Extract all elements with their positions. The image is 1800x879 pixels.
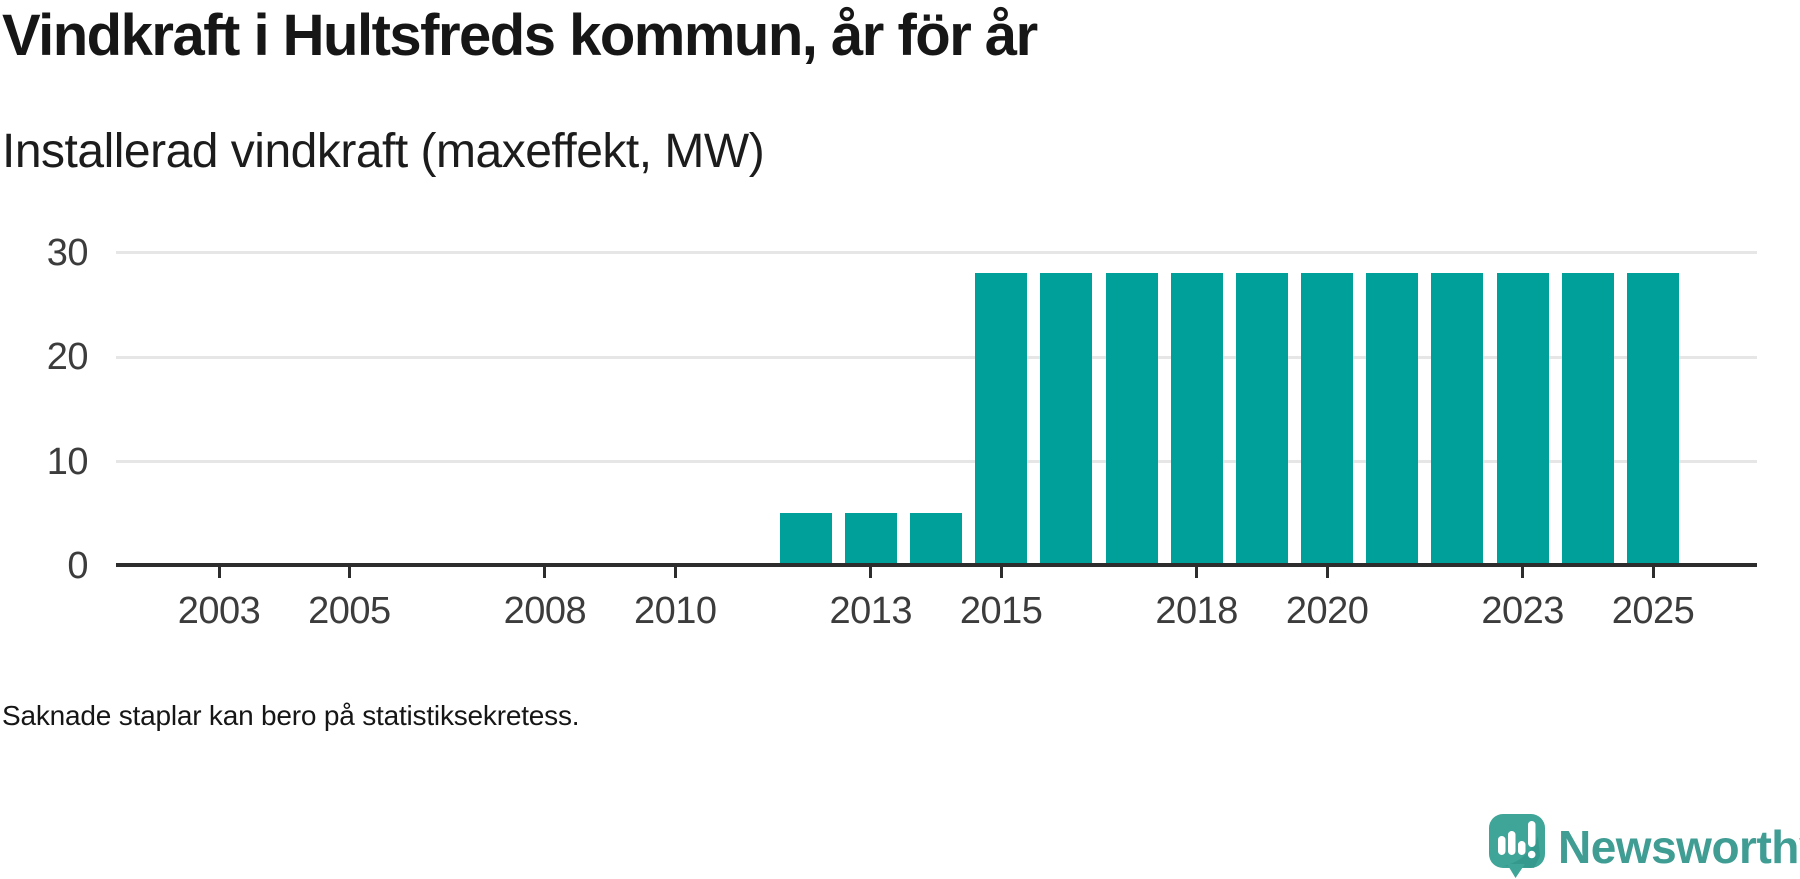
newsworthy-logo: Newsworthy [1488,812,1800,879]
y-tick-label-30: 30 [46,231,89,274]
gridline-30 [116,251,1757,255]
x-tick-2015 [999,567,1003,578]
x-tick-2005 [347,567,351,578]
chart-title: Vindkraft i Hultsfreds kommun, år för år [2,3,1038,68]
x-tick-2018 [1195,567,1199,578]
newsworthy-wordmark: Newsworthy [1558,821,1800,873]
y-tick-label-0: 0 [67,545,88,588]
bar-2013 [844,512,897,567]
bar-2020 [1301,272,1354,567]
bar-2023 [1496,272,1549,567]
x-tick-2023 [1521,567,1525,578]
bar-2017 [1105,272,1158,567]
gridline-20 [116,355,1757,359]
bar-2021 [1366,272,1419,567]
y-tick-label-10: 10 [46,440,89,483]
bar-2022 [1431,272,1484,567]
x-tick-2013 [869,567,873,578]
x-tick-label-2020: 2020 [1285,590,1369,632]
bar-2018 [1170,272,1223,567]
bar-2016 [1040,272,1093,567]
x-tick-label-2005: 2005 [308,590,391,632]
x-tick-label-2015: 2015 [959,590,1043,632]
y-tick-label-20: 20 [46,336,89,379]
gridline-10 [116,460,1757,464]
x-tick-2010 [673,567,677,578]
bar-2012 [779,512,832,567]
bar-2024 [1561,272,1614,567]
x-axis-line [116,563,1757,567]
x-tick-2025 [1651,567,1655,578]
x-tick-label-2003: 2003 [177,590,261,632]
x-tick-label-2018: 2018 [1155,590,1238,632]
chart-subtitle: Installerad vindkraft (maxeffekt, MW) [2,125,765,178]
x-tick-2008 [543,567,547,578]
x-tick-label-2008: 2008 [503,590,587,632]
x-tick-label-2013: 2013 [829,590,913,632]
bar-2015 [975,272,1028,567]
x-tick-label-2023: 2023 [1481,590,1564,632]
footnote: Saknade staplar kan bero på statistiksek… [2,700,580,731]
newsworthy-speech-bubble-barchart-icon [1489,814,1545,878]
x-tick-label-2025: 2025 [1611,590,1695,632]
bar-2025 [1627,272,1679,567]
x-tick-label-2010: 2010 [634,590,717,632]
bar-2014 [910,512,962,567]
bar-2019 [1235,272,1288,567]
x-tick-2020 [1325,567,1329,578]
x-tick-2003 [217,567,221,578]
